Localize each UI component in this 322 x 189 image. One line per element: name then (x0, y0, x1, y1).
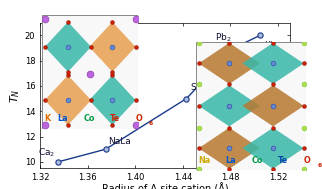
X-axis label: Radius of A-site cation (Å): Radius of A-site cation (Å) (102, 184, 228, 189)
Text: Pb$_2$: Pb$_2$ (215, 32, 232, 44)
Text: Ca$_2$: Ca$_2$ (38, 146, 56, 159)
Polygon shape (199, 128, 260, 169)
Text: Co: Co (251, 156, 262, 165)
Text: KLa: KLa (264, 41, 280, 50)
Text: 6: 6 (149, 121, 153, 126)
Text: K: K (44, 114, 50, 123)
Text: Co: Co (83, 114, 95, 123)
Polygon shape (199, 43, 260, 84)
Text: Sr$_2$: Sr$_2$ (190, 82, 205, 94)
Text: Te: Te (109, 114, 119, 123)
Polygon shape (242, 85, 304, 126)
Text: 6: 6 (317, 163, 322, 167)
Polygon shape (199, 85, 260, 126)
Polygon shape (89, 75, 136, 125)
Text: NaLa: NaLa (108, 137, 131, 146)
Text: La: La (225, 156, 235, 165)
Polygon shape (45, 22, 91, 72)
Text: O: O (304, 156, 310, 165)
Y-axis label: $T_N$: $T_N$ (8, 88, 22, 103)
Text: O: O (136, 114, 142, 123)
Polygon shape (242, 128, 304, 169)
Text: La: La (57, 114, 68, 123)
Text: Te: Te (278, 156, 288, 165)
Polygon shape (242, 43, 304, 84)
Polygon shape (89, 22, 136, 72)
Text: Na: Na (199, 156, 211, 165)
Polygon shape (45, 75, 91, 125)
